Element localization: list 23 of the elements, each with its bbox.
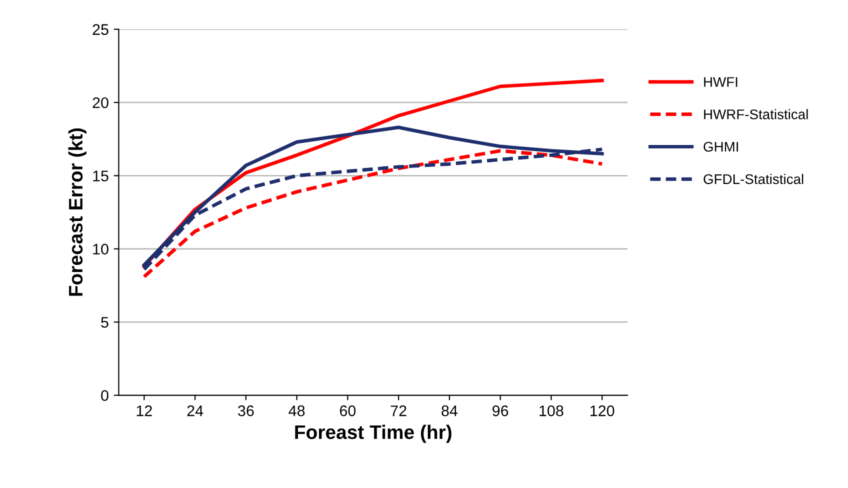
line-series xyxy=(142,126,604,267)
legend-label: HWRF-Statistical xyxy=(704,109,808,120)
y-tick-label: 10 xyxy=(93,244,108,255)
y-tick-label: 15 xyxy=(93,170,108,182)
x-tick-label: 72 xyxy=(390,405,406,416)
x-tick-label: 108 xyxy=(540,405,564,416)
x-tick-label: 12 xyxy=(136,405,152,416)
legend-label: GHMI xyxy=(704,142,738,152)
y-tick-label: 5 xyxy=(101,317,108,328)
y-tick-label: 25 xyxy=(92,24,108,35)
x-tick-label: 96 xyxy=(492,405,508,416)
x-tick-label: 24 xyxy=(187,405,204,416)
x-tick-label: 120 xyxy=(590,405,614,416)
legend-label: HWFI xyxy=(704,77,738,87)
legend-label: GFDL-Statistical xyxy=(704,174,804,184)
x-axis-title: Foreast Time (hr) xyxy=(295,424,452,443)
y-tick-label: 20 xyxy=(92,97,108,108)
x-tick-label: 48 xyxy=(288,405,305,416)
y-tick-label: 0 xyxy=(101,390,108,401)
x-tick-label: 36 xyxy=(238,405,254,416)
x-tick-label: 84 xyxy=(442,405,458,416)
x-tick-label: 60 xyxy=(340,405,356,416)
y-axis-title: Forecast Error (kt) xyxy=(68,128,86,296)
